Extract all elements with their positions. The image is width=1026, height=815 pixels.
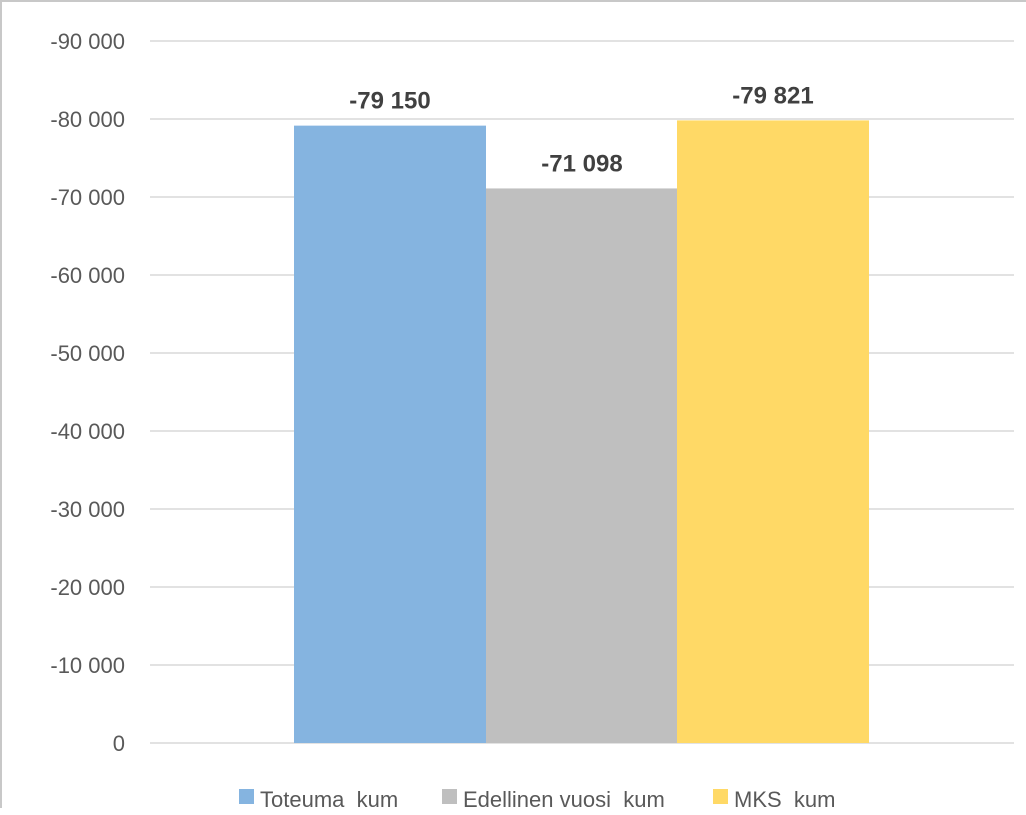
bars [294, 120, 869, 744]
bar-mks-kum [677, 120, 869, 744]
data-label: -79 821 [732, 82, 813, 109]
y-tick-label: -10 000 [50, 653, 125, 678]
data-label: -71 098 [541, 150, 622, 177]
legend-swatch [239, 789, 254, 804]
y-tick-label: -60 000 [50, 263, 125, 288]
bar-edellinen-vuosi-kum [486, 188, 678, 743]
y-tick-label: -70 000 [50, 185, 125, 210]
data-labels: -79 150 -71 098 -79 821 [349, 82, 813, 177]
y-tick-label: 0 [113, 731, 125, 756]
y-tick-label: -50 000 [50, 341, 125, 366]
bar-toteuma-kum [294, 125, 486, 743]
y-tick-label: -30 000 [50, 497, 125, 522]
y-axis-tick-labels: 0 -10 000 -20 000 -30 000 -40 000 -50 000 -60 … [50, 29, 125, 756]
legend-swatch [442, 789, 457, 804]
data-label: -79 150 [349, 88, 430, 115]
legend-label: MKS_kum [734, 787, 835, 810]
y-tick-label: -20 000 [50, 575, 125, 600]
legend-swatch [713, 789, 728, 804]
y-tick-label: -90 000 [50, 29, 125, 54]
legend-label: Edellinen vuosi_kum [463, 787, 665, 810]
y-tick-label: -40 000 [50, 419, 125, 444]
legend: Toteuma_kum Edellinen vuosi_kum MKS_kum [239, 787, 835, 812]
legend-label: Toteuma_kum [260, 787, 398, 810]
y-tick-label: -80 000 [50, 107, 125, 132]
